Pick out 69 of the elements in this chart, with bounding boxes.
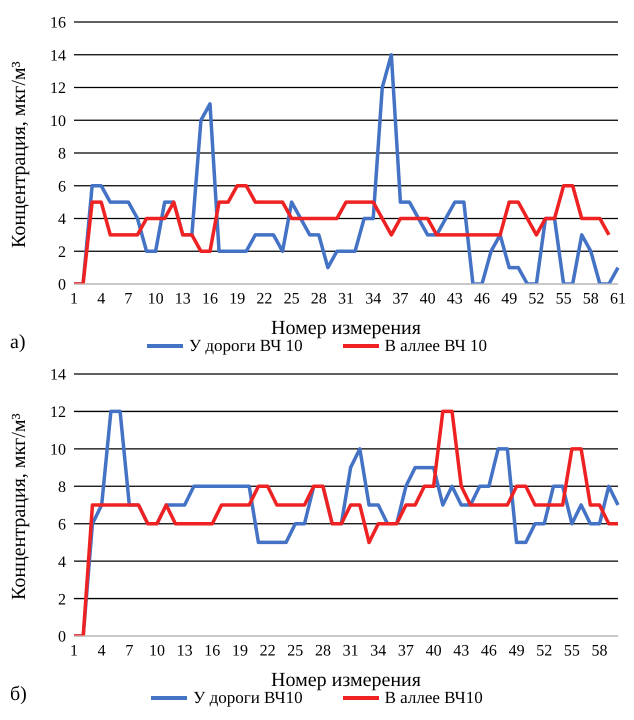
y-tick-label: 8 (58, 146, 66, 163)
x-tick-label: 22 (256, 290, 272, 308)
legend-label: В аллее ВЧ 10 (384, 336, 487, 356)
x-tick-label: 40 (420, 290, 436, 308)
x-tick-label: 46 (474, 290, 490, 308)
x-tick-label: 7 (125, 642, 134, 660)
x-tick-label: 16 (202, 290, 218, 308)
y-tick-label: 6 (58, 516, 66, 534)
x-tick-label: 25 (287, 642, 304, 660)
x-tick-label: 37 (392, 290, 408, 308)
x-tick-label: 43 (453, 642, 470, 660)
x-tick-label: 4 (98, 642, 106, 660)
x-tick-label: 28 (314, 642, 331, 660)
x-tick-label: 7 (124, 290, 132, 308)
x-tick-label: 22 (260, 642, 276, 660)
x-tick-label: 13 (176, 642, 193, 660)
x-tick-label: 49 (508, 642, 525, 660)
x-tick-label: 28 (310, 290, 327, 308)
x-tick-label: 10 (148, 290, 164, 308)
x-tick-label: 1 (70, 642, 78, 660)
x-tick-label: 34 (370, 642, 386, 660)
legend-label: У дороги ВЧ10 (192, 688, 303, 708)
legend-label: У дороги ВЧ 10 (188, 336, 303, 356)
x-tick-label: 37 (398, 642, 414, 660)
x-tick-label: 40 (426, 642, 442, 660)
legend-label: В аллее ВЧ10 (384, 688, 483, 708)
x-tick-label: 19 (229, 290, 246, 308)
x-tick-label: 55 (556, 290, 572, 308)
x-tick-label: 13 (174, 290, 191, 308)
y-tick-label: 10 (50, 112, 66, 130)
y-tick-label: 2 (58, 591, 66, 608)
y-tick-label: 2 (58, 244, 66, 261)
x-tick-label: 31 (342, 642, 359, 660)
x-tick-label: 46 (480, 642, 497, 660)
x-tick-label: 52 (536, 642, 552, 660)
y-tick-label: 12 (50, 80, 66, 98)
x-tick-label: 10 (148, 642, 165, 660)
y-tick-label: 6 (58, 178, 66, 196)
x-tick-label: 4 (97, 290, 106, 308)
y-tick-label: 10 (50, 442, 66, 459)
y-tick-label: 4 (58, 211, 66, 228)
x-tick-label: 16 (204, 642, 220, 660)
x-tick-label: 52 (528, 290, 544, 308)
x-tick-label: 43 (446, 290, 463, 308)
y-tick-label: 14 (50, 47, 66, 64)
y-tick-label: 12 (50, 404, 66, 422)
y-tick-label: 14 (50, 366, 66, 384)
y-tick-label: 0 (58, 628, 66, 646)
text: б) (10, 683, 27, 706)
x-axis-title: Номер измерения (271, 317, 421, 339)
y-axis-title: Концентрация, мкг/м³ (8, 413, 30, 600)
y-tick-label: 0 (58, 276, 66, 294)
x-tick-label: 58 (582, 290, 599, 308)
y-axis-title: Концентрация, мкг/м³ (8, 61, 30, 248)
x-tick-label: 34 (365, 290, 382, 308)
y-tick-label: 16 (50, 14, 66, 32)
x-tick-label: 19 (232, 642, 248, 660)
x-tick-label: 61 (610, 290, 626, 308)
y-tick-label: 4 (58, 554, 66, 571)
line-series (72, 184, 611, 284)
x-tick-label: 55 (564, 642, 580, 660)
x-tick-label: 31 (338, 290, 354, 308)
x-tick-label: 25 (284, 290, 300, 308)
text: а) (10, 331, 26, 354)
x-axis-title: Номер измерения (271, 669, 421, 691)
y-tick-label: 8 (58, 478, 66, 496)
x-tick-label: 58 (592, 642, 608, 660)
x-tick-label: 1 (70, 290, 78, 308)
x-tick-label: 49 (501, 290, 518, 308)
